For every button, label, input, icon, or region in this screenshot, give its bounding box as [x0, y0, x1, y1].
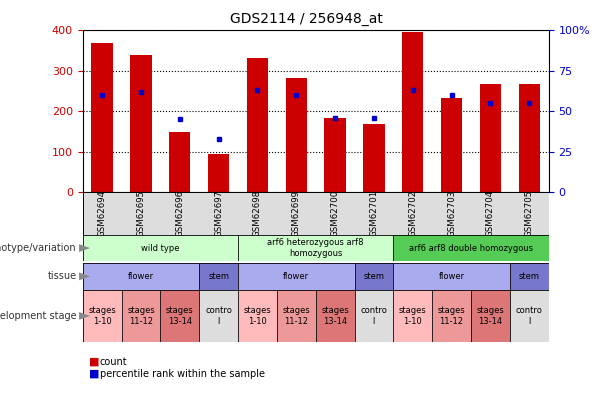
Bar [131, 55, 151, 192]
Text: ■: ■ [89, 369, 99, 379]
Bar [324, 118, 346, 192]
Text: GSM62698: GSM62698 [253, 190, 262, 237]
Text: stem: stem [519, 272, 539, 281]
Text: GDS2114 / 256948_at: GDS2114 / 256948_at [230, 12, 383, 26]
Bar [394, 290, 432, 342]
Bar [169, 132, 191, 192]
Bar [510, 263, 549, 290]
Bar [208, 154, 229, 192]
Bar [121, 290, 161, 342]
Bar [238, 290, 277, 342]
Text: GSM62700: GSM62700 [330, 190, 340, 237]
Bar [161, 290, 199, 342]
Text: genotype/variation: genotype/variation [0, 243, 77, 253]
Bar [519, 84, 540, 192]
Bar [199, 263, 238, 290]
Text: GSM62702: GSM62702 [408, 190, 417, 237]
Text: stages
1-10: stages 1-10 [243, 306, 272, 326]
Bar [394, 263, 510, 290]
Text: ■: ■ [89, 356, 99, 367]
Bar [432, 290, 471, 342]
Text: stages
1-10: stages 1-10 [399, 306, 427, 326]
Bar [471, 290, 510, 342]
Text: flower: flower [438, 272, 465, 281]
Text: contro
l: contro l [360, 306, 387, 326]
Bar [91, 43, 113, 192]
Bar [354, 290, 394, 342]
Bar [316, 290, 354, 342]
Text: GSM62697: GSM62697 [214, 190, 223, 237]
Bar [394, 235, 549, 261]
Text: contro
l: contro l [205, 306, 232, 326]
Text: GSM62695: GSM62695 [137, 190, 145, 237]
Bar [364, 124, 384, 192]
Text: tissue: tissue [47, 271, 77, 281]
Bar [510, 290, 549, 342]
Text: GSM62701: GSM62701 [370, 190, 378, 237]
Polygon shape [79, 244, 90, 252]
Bar [277, 290, 316, 342]
Text: GSM62703: GSM62703 [447, 190, 456, 237]
Text: flower: flower [283, 272, 310, 281]
Text: stem: stem [364, 272, 384, 281]
Bar [238, 263, 354, 290]
Text: stages
13-14: stages 13-14 [166, 306, 194, 326]
Bar [480, 84, 501, 192]
Text: stages
11-12: stages 11-12 [127, 306, 155, 326]
Text: stages
13-14: stages 13-14 [321, 306, 349, 326]
Text: GSM62696: GSM62696 [175, 190, 185, 237]
Text: stages
1-10: stages 1-10 [88, 306, 116, 326]
Text: GSM62704: GSM62704 [486, 190, 495, 237]
Text: arf6 arf8 double homozygous: arf6 arf8 double homozygous [409, 243, 533, 253]
Bar [402, 32, 424, 192]
Bar [441, 98, 462, 192]
Text: flower: flower [128, 272, 154, 281]
Bar [83, 263, 199, 290]
Text: GSM62705: GSM62705 [525, 190, 534, 237]
Polygon shape [79, 273, 90, 280]
Polygon shape [79, 312, 90, 320]
Text: development stage: development stage [0, 311, 77, 321]
Text: stages
11-12: stages 11-12 [438, 306, 465, 326]
Text: percentile rank within the sample: percentile rank within the sample [100, 369, 265, 379]
Bar [286, 78, 307, 192]
Text: contro
l: contro l [516, 306, 543, 326]
Bar [83, 235, 238, 261]
Bar [354, 263, 394, 290]
Bar [247, 58, 268, 192]
Text: stages
11-12: stages 11-12 [283, 306, 310, 326]
Text: arf6 heterozygous arf8
homozygous: arf6 heterozygous arf8 homozygous [267, 239, 364, 258]
Bar [238, 235, 394, 261]
Text: stem: stem [208, 272, 229, 281]
Text: stages
13-14: stages 13-14 [476, 306, 504, 326]
Text: count: count [100, 356, 128, 367]
Text: GSM62694: GSM62694 [97, 190, 107, 237]
Bar [83, 290, 121, 342]
Bar [199, 290, 238, 342]
Text: GSM62699: GSM62699 [292, 190, 301, 237]
Text: wild type: wild type [141, 243, 180, 253]
